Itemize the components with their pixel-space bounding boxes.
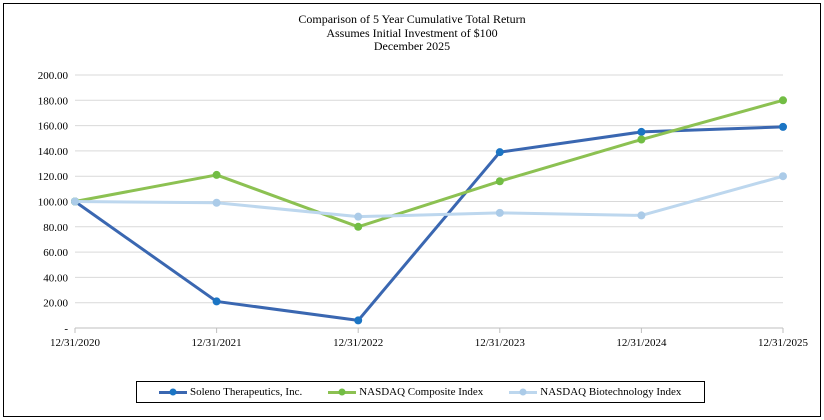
chart-title-line2: Assumes Initial Investment of $100 <box>326 25 498 40</box>
data-point-nasdaq-biotechnology-index <box>71 197 79 206</box>
data-point-soleno-therapeutics-inc <box>212 297 221 306</box>
y-axis-label: 60.00 <box>43 247 68 259</box>
y-axis-label: 140.00 <box>38 146 69 158</box>
legend-marker-dot <box>338 388 346 396</box>
legend-item-nasdaq-composite: NASDAQ Composite Index <box>328 386 483 398</box>
x-axis-label: 12/31/2020 <box>50 337 101 349</box>
legend-line-swatch <box>159 388 187 396</box>
series-line-nasdaq-composite-index <box>73 98 785 229</box>
data-point-nasdaq-composite-index <box>212 170 221 179</box>
chart-title-line1: Comparison of 5 Year Cumulative Total Re… <box>298 12 526 26</box>
x-axis-label: 12/31/2024 <box>616 337 667 349</box>
legend-line-swatch <box>328 388 357 396</box>
y-axis-label: 40.00 <box>43 272 68 284</box>
data-point-soleno-therapeutics-inc <box>354 316 363 325</box>
legend-marker-dot <box>169 388 177 396</box>
x-axis-label: 12/31/2023 <box>475 337 526 349</box>
line-chart-plot: 200.00 180.00 160.00 140.00 120.00 100.00 80.0… <box>38 70 809 349</box>
y-axis-label: - <box>64 323 68 335</box>
x-axis-label: 12/31/2022 <box>333 337 383 349</box>
y-axis-label: 80.00 <box>43 222 68 234</box>
chart-title-block: Comparison of 5 Year Cumulative Total Re… <box>4 12 820 54</box>
chart-title-line3: December 2025 <box>373 39 451 53</box>
data-point-soleno-therapeutics-inc <box>779 122 787 131</box>
data-point-nasdaq-composite-index <box>354 222 363 231</box>
legend: Soleno Therapeutics, Inc. NASDAQ Composi… <box>136 381 705 403</box>
legend-label: NASDAQ Composite Index <box>359 386 484 398</box>
legend-item-soleno: Soleno Therapeutics, Inc. <box>159 386 302 398</box>
y-axis-label: 160.00 <box>38 121 69 133</box>
x-axis-label: 12/31/2021 <box>192 337 242 349</box>
y-axis-label: 120.00 <box>38 171 69 183</box>
legend-label: Soleno Therapeutics, Inc. <box>190 386 303 398</box>
chart-frame: Comparison of 5 Year Cumulative Total Re… <box>3 3 821 417</box>
y-axis-label: 180.00 <box>38 95 69 107</box>
series-line-nasdaq-biotechnology-index <box>73 174 785 219</box>
legend-item-nasdaq-biotech: NASDAQ Biotechnology Index <box>509 386 681 398</box>
legend-line-swatch <box>509 388 538 396</box>
data-point-nasdaq-composite-index <box>779 96 787 105</box>
data-point-nasdaq-biotechnology-index <box>212 198 221 207</box>
data-point-nasdaq-biotechnology-index <box>495 208 504 217</box>
y-axis-label: 100.00 <box>38 197 69 209</box>
series-line-soleno-therapeutics-inc <box>73 125 785 322</box>
x-axis-label: 12/31/2025 <box>758 337 809 349</box>
data-point-nasdaq-composite-index <box>637 135 646 144</box>
y-axis-label: 200.00 <box>38 70 69 82</box>
y-axis-label: 20.00 <box>43 298 68 310</box>
data-point-soleno-therapeutics-inc <box>637 127 646 136</box>
data-point-nasdaq-composite-index <box>495 177 504 186</box>
legend-marker-dot <box>519 388 527 396</box>
data-point-soleno-therapeutics-inc <box>495 148 504 157</box>
data-point-nasdaq-biotechnology-index <box>779 172 787 181</box>
legend-label: NASDAQ Biotechnology Index <box>540 386 682 398</box>
data-point-nasdaq-biotechnology-index <box>354 212 363 221</box>
data-point-nasdaq-biotechnology-index <box>637 211 646 220</box>
